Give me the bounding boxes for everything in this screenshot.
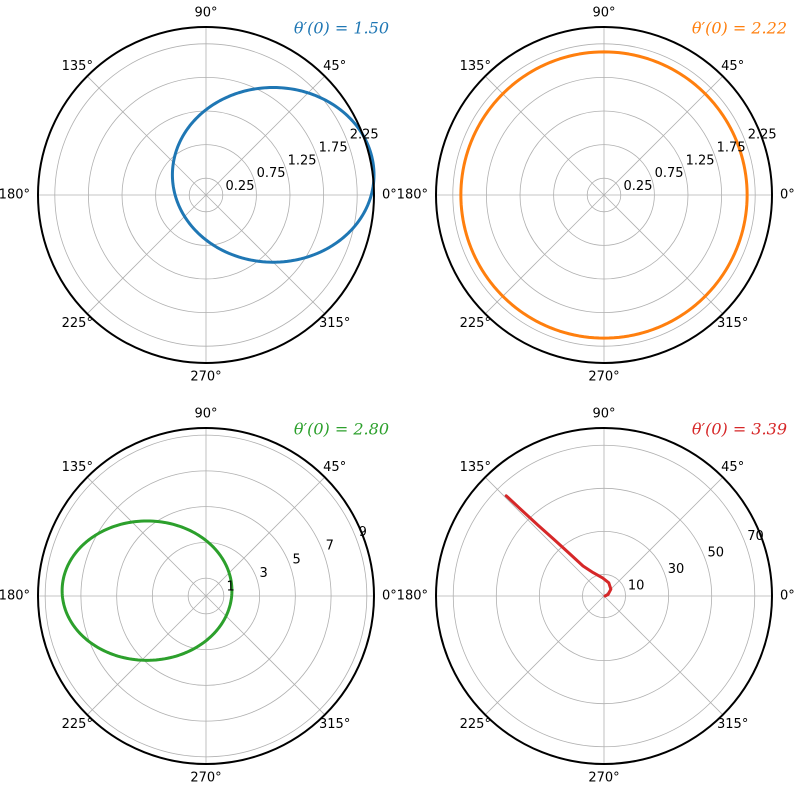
subplot-title: θ′(0) = 2.22	[692, 19, 787, 38]
angular-tick-label: 270°	[190, 370, 221, 385]
series-line	[504, 494, 613, 598]
angular-gridline	[484, 476, 605, 597]
radial-tick-label: 0.75	[655, 166, 684, 181]
angular-tick-label: 315°	[319, 316, 350, 331]
angular-tick-label: 225°	[460, 717, 491, 732]
angular-tick-label: 135°	[460, 59, 491, 74]
polar-frame	[435, 427, 773, 765]
angular-tick-label: 0°	[382, 188, 397, 203]
radial-tick-label: 5	[293, 552, 301, 567]
angular-tick-label: 270°	[190, 771, 221, 786]
angular-tick-label: 90°	[592, 6, 615, 21]
subplot-title: θ′(0) = 2.80	[294, 420, 389, 439]
radial-tick-label: 0.75	[257, 166, 286, 181]
radial-tick-label: 1.25	[288, 153, 317, 168]
angular-gridline	[205, 476, 326, 597]
angular-tick-label: 315°	[717, 316, 748, 331]
angular-tick-label: 135°	[62, 59, 93, 74]
angular-gridline	[205, 194, 326, 315]
grid	[38, 27, 374, 363]
angular-tick-label: 270°	[588, 370, 619, 385]
angular-tick-label: 45°	[323, 59, 346, 74]
angular-gridline	[484, 194, 605, 315]
angular-tick-label: 270°	[588, 771, 619, 786]
angular-tick-label: 225°	[62, 316, 93, 331]
angular-tick-label: 180°	[397, 589, 428, 604]
angular-gridline	[205, 595, 326, 716]
angular-tick-label: 135°	[62, 460, 93, 475]
angular-gridline	[603, 194, 724, 315]
angular-tick-label: 0°	[382, 589, 397, 604]
angular-tick-label: 135°	[460, 460, 491, 475]
polar-subplot-4: 10 30 50 70 0° 45° 90° 135° 180° 225° 270° 315° θ′(0…	[397, 407, 795, 786]
series-line	[459, 50, 749, 340]
subplot-title: θ′(0) = 3.39	[692, 420, 787, 439]
radial-tick-label: 9	[359, 525, 367, 540]
angular-tick-label: 0°	[780, 589, 795, 604]
grid	[436, 27, 772, 363]
angular-tick-label: 90°	[592, 407, 615, 422]
polar-frame	[37, 26, 375, 364]
radial-tick-label: 7	[326, 539, 334, 554]
radial-tick-label: 1.75	[717, 140, 746, 155]
series-line	[170, 85, 376, 264]
radial-tick-label: 0.25	[226, 179, 255, 194]
radial-tick-label: 10	[628, 578, 645, 593]
radial-tick-label: 3	[260, 566, 268, 581]
polar-subplot-1: 0.250.751.251.752.25 0° 45° 90° 135° 180° 225°…	[0, 6, 397, 385]
radial-tick-label: 2.25	[748, 128, 777, 143]
angular-tick-label: 315°	[717, 717, 748, 732]
polar-subplot-2: 0.250.751.251.752.25 0° 45° 90° 135° 180° 225°…	[397, 6, 795, 385]
angular-tick-label: 180°	[0, 589, 30, 604]
grid	[38, 428, 374, 764]
polar-frame	[37, 427, 375, 765]
angular-gridline	[86, 476, 207, 597]
radial-tick-label: 30	[668, 562, 685, 577]
radial-tick-label: 0.25	[624, 179, 653, 194]
radial-tick-label: 2.25	[350, 128, 379, 143]
angular-gridline	[86, 595, 207, 716]
angular-tick-label: 315°	[319, 717, 350, 732]
angular-tick-label: 180°	[0, 188, 30, 203]
angular-gridline	[484, 595, 605, 716]
angular-tick-label: 0°	[780, 188, 795, 203]
angular-gridline	[603, 476, 724, 597]
angular-gridline	[603, 75, 724, 196]
radial-tick-label: 70	[747, 529, 764, 544]
angular-tick-label: 45°	[721, 59, 744, 74]
angular-gridline	[603, 595, 724, 716]
angular-tick-label: 180°	[397, 188, 428, 203]
angular-gridline	[205, 75, 326, 196]
series-line	[60, 519, 234, 662]
radial-tick-label: 1	[227, 580, 235, 595]
subplot-title: θ′(0) = 1.50	[294, 19, 389, 38]
radial-tick-label: 50	[707, 545, 724, 560]
radial-tick-label: 1.25	[686, 153, 715, 168]
angular-gridline	[86, 194, 207, 315]
angular-tick-label: 45°	[323, 460, 346, 475]
angular-gridline	[484, 75, 605, 196]
angular-tick-label: 225°	[460, 316, 491, 331]
angular-tick-label: 90°	[194, 6, 217, 21]
angular-gridline	[86, 75, 207, 196]
grid	[436, 428, 772, 764]
radial-tick-label: 1.75	[319, 140, 348, 155]
polar-frame	[435, 26, 773, 364]
angular-tick-label: 45°	[721, 460, 744, 475]
angular-tick-label: 225°	[62, 717, 93, 732]
angular-tick-label: 90°	[194, 407, 217, 422]
